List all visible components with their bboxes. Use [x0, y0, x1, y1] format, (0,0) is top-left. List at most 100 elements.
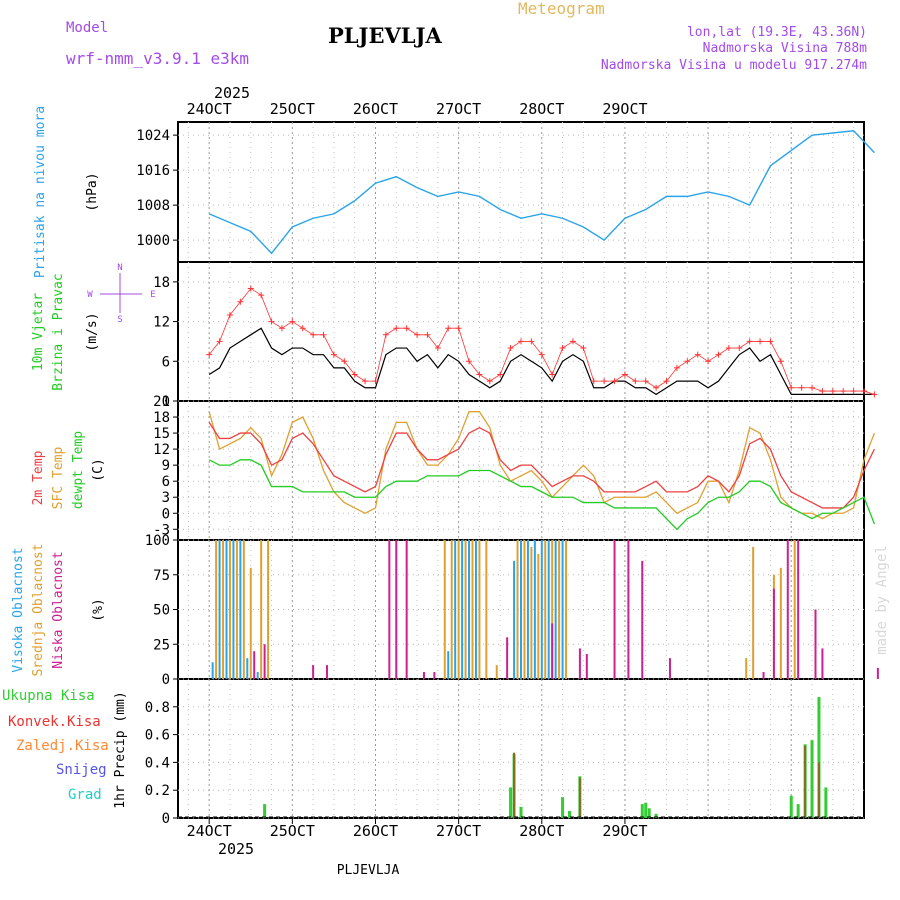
gust-marker	[289, 318, 296, 325]
precip-total-bar	[509, 787, 513, 818]
gust-marker	[278, 325, 285, 332]
dewpt-line	[208, 459, 875, 531]
cloud-mid-bar	[235, 540, 238, 679]
gust-marker	[226, 311, 233, 318]
cloud-mid-bar	[471, 540, 474, 679]
bottom-date-label: 29OCT	[602, 822, 647, 840]
gust-marker	[445, 325, 452, 332]
model-name: wrf-nmm_v3.9.1 e3km	[66, 49, 250, 68]
cloud-high-bar	[239, 540, 242, 679]
cloud-low-bar	[506, 637, 509, 679]
cloud-high-bar	[256, 672, 259, 679]
precip-total-bar	[810, 740, 814, 818]
pressure-line	[208, 130, 875, 255]
gust-marker	[268, 318, 275, 325]
footer-station: PLJEVLJA	[337, 863, 400, 878]
y-tick-label: 1000	[136, 233, 170, 249]
cloud-mid-bar	[537, 553, 540, 679]
cloud-low-bar	[263, 644, 266, 679]
precip-conv-bar	[804, 745, 807, 818]
precip-total-bar	[561, 797, 565, 818]
gust-marker	[476, 371, 483, 378]
gust-marker	[715, 351, 722, 358]
cloud-mid-bar	[558, 540, 561, 679]
cloud-high-bar	[218, 540, 221, 679]
gust-marker	[684, 358, 691, 365]
gust-marker	[528, 338, 535, 345]
cloud-high-bar	[554, 540, 557, 679]
lonlat-label: lon,lat (19.3E, 43.36N)	[686, 25, 867, 40]
gust-marker	[434, 345, 441, 352]
gust-marker	[809, 384, 816, 391]
gust-marker	[642, 378, 649, 385]
cloud-low-bar	[433, 672, 436, 679]
gust-marker	[559, 345, 566, 352]
cloud-mid-bar	[242, 540, 245, 679]
gust-marker	[455, 325, 462, 332]
cloud-high-bar	[547, 540, 550, 679]
cloud-high-bar	[520, 540, 522, 679]
cloud-mid-bar	[267, 540, 270, 679]
y-tick-label: -3	[153, 522, 170, 538]
gust-marker	[569, 338, 576, 345]
gust-marker	[777, 358, 784, 365]
cloud-mid-bar	[249, 567, 252, 679]
gust-marker	[206, 351, 213, 358]
precip-total-bar	[789, 795, 793, 818]
cloud-mid-bar	[260, 540, 263, 679]
top-year-label: 2025	[214, 84, 250, 102]
gust-marker	[320, 331, 327, 338]
gust-marker	[538, 351, 545, 358]
precip-conv-bar	[817, 762, 820, 818]
pressure-axis-unit: (hPa)	[85, 172, 100, 211]
top-date-label: 25OCT	[270, 100, 315, 118]
y-tick-label: 12	[153, 315, 170, 331]
y-tick-label: 0.2	[145, 783, 170, 799]
cloud-mid-bar	[779, 567, 782, 679]
model-label: Model	[66, 20, 109, 36]
cloud-high-bar	[540, 540, 543, 679]
y-tick-label: 0.6	[145, 728, 170, 744]
cloud-low-bar	[325, 665, 328, 679]
gust-marker	[705, 358, 712, 365]
cloud-mid-bar	[228, 540, 231, 679]
gust-marker	[840, 388, 847, 395]
cloud-mid-bar	[222, 540, 225, 679]
cloud-low-bar	[422, 672, 425, 679]
cloud-high-bar	[225, 540, 228, 679]
watermark: made by Angel	[874, 545, 890, 655]
cloud-low-bar	[814, 609, 817, 679]
precip-total-bar	[640, 804, 644, 818]
precip-conv-bar	[513, 752, 516, 818]
y-tick-label: 0.8	[145, 700, 170, 716]
top-date-label: 24OCT	[187, 100, 232, 118]
bottom-date-label: 24OCT	[187, 822, 232, 840]
precip-legend-conv: Konvek.Kisa	[8, 714, 101, 730]
precip-legend-snow: Snijeg	[56, 762, 107, 778]
y-tick-label: 50	[153, 603, 170, 619]
y-tick-label: 9	[162, 458, 170, 474]
cloud-high-bar	[246, 658, 249, 679]
gust-marker	[310, 331, 317, 338]
gust-marker	[653, 384, 660, 391]
cloud-mid-bar	[530, 546, 533, 679]
temp-axis-unit: (C)	[91, 458, 106, 481]
gust-marker	[507, 345, 514, 352]
gust-marker	[414, 331, 421, 338]
cloud-low-bar	[786, 540, 789, 679]
gust-marker	[694, 351, 701, 358]
gust-marker	[330, 351, 337, 358]
cloud-high-bar	[447, 651, 450, 679]
wind-axis-title-1: 10m Vjetar	[31, 293, 46, 371]
gust-marker	[829, 388, 836, 395]
gust-marker	[372, 378, 379, 385]
cloud-high-bar	[513, 560, 516, 679]
chart-series	[178, 130, 879, 818]
compass-n-label: N	[117, 263, 122, 273]
cloud-mid-bar	[745, 658, 748, 679]
gust-marker	[247, 285, 254, 292]
y-tick-label: 0	[162, 506, 170, 522]
cloud-mid-bar	[443, 540, 446, 679]
y-tick-label: 0.4	[145, 755, 170, 771]
bottom-date-label: 26OCT	[353, 822, 398, 840]
